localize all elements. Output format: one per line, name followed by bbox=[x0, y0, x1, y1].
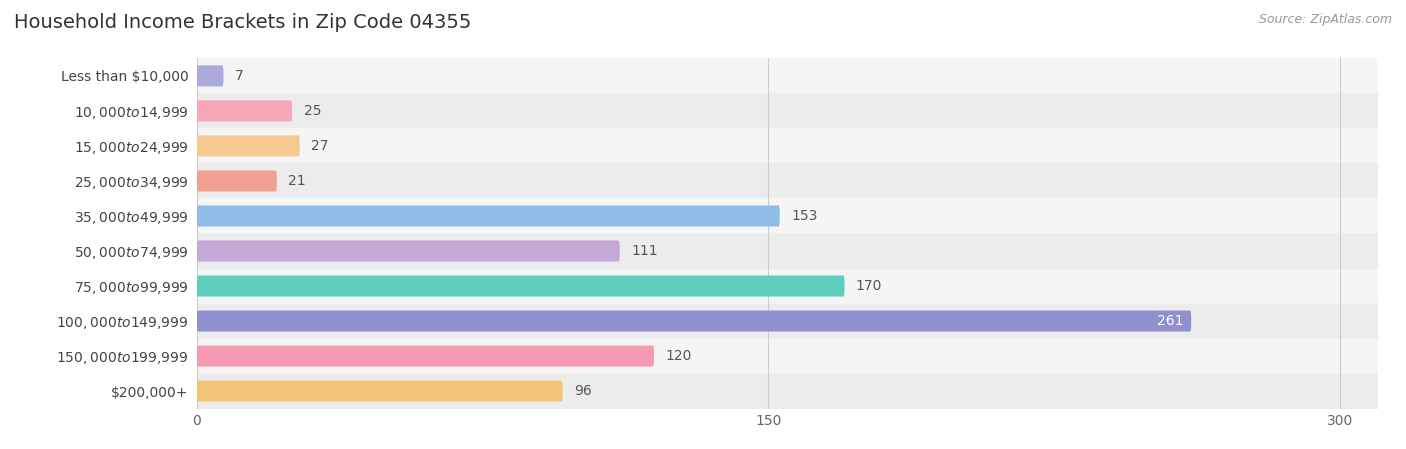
FancyBboxPatch shape bbox=[197, 381, 562, 401]
FancyBboxPatch shape bbox=[197, 311, 1191, 331]
FancyBboxPatch shape bbox=[197, 171, 277, 191]
Text: 7: 7 bbox=[235, 69, 243, 83]
Bar bbox=[197, 58, 1378, 93]
Bar bbox=[197, 93, 1378, 128]
Bar bbox=[197, 233, 1378, 269]
Bar bbox=[197, 163, 1378, 198]
Text: Source: ZipAtlas.com: Source: ZipAtlas.com bbox=[1258, 13, 1392, 26]
Text: 261: 261 bbox=[1157, 314, 1184, 328]
FancyBboxPatch shape bbox=[197, 346, 654, 366]
Bar bbox=[197, 304, 1378, 339]
Text: 25: 25 bbox=[304, 104, 321, 118]
Bar bbox=[197, 269, 1378, 304]
Bar bbox=[197, 339, 1378, 374]
FancyBboxPatch shape bbox=[197, 66, 224, 86]
Text: 111: 111 bbox=[631, 244, 658, 258]
Text: Household Income Brackets in Zip Code 04355: Household Income Brackets in Zip Code 04… bbox=[14, 13, 471, 32]
Text: 153: 153 bbox=[792, 209, 817, 223]
Text: 21: 21 bbox=[288, 174, 307, 188]
Bar bbox=[197, 374, 1378, 409]
Bar bbox=[197, 128, 1378, 163]
Text: 96: 96 bbox=[574, 384, 592, 398]
FancyBboxPatch shape bbox=[197, 241, 620, 261]
Text: 120: 120 bbox=[665, 349, 692, 363]
Text: 170: 170 bbox=[856, 279, 883, 293]
FancyBboxPatch shape bbox=[197, 136, 299, 156]
Bar bbox=[197, 198, 1378, 233]
Text: 27: 27 bbox=[311, 139, 329, 153]
FancyBboxPatch shape bbox=[197, 206, 780, 226]
FancyBboxPatch shape bbox=[197, 101, 292, 121]
FancyBboxPatch shape bbox=[197, 276, 845, 296]
